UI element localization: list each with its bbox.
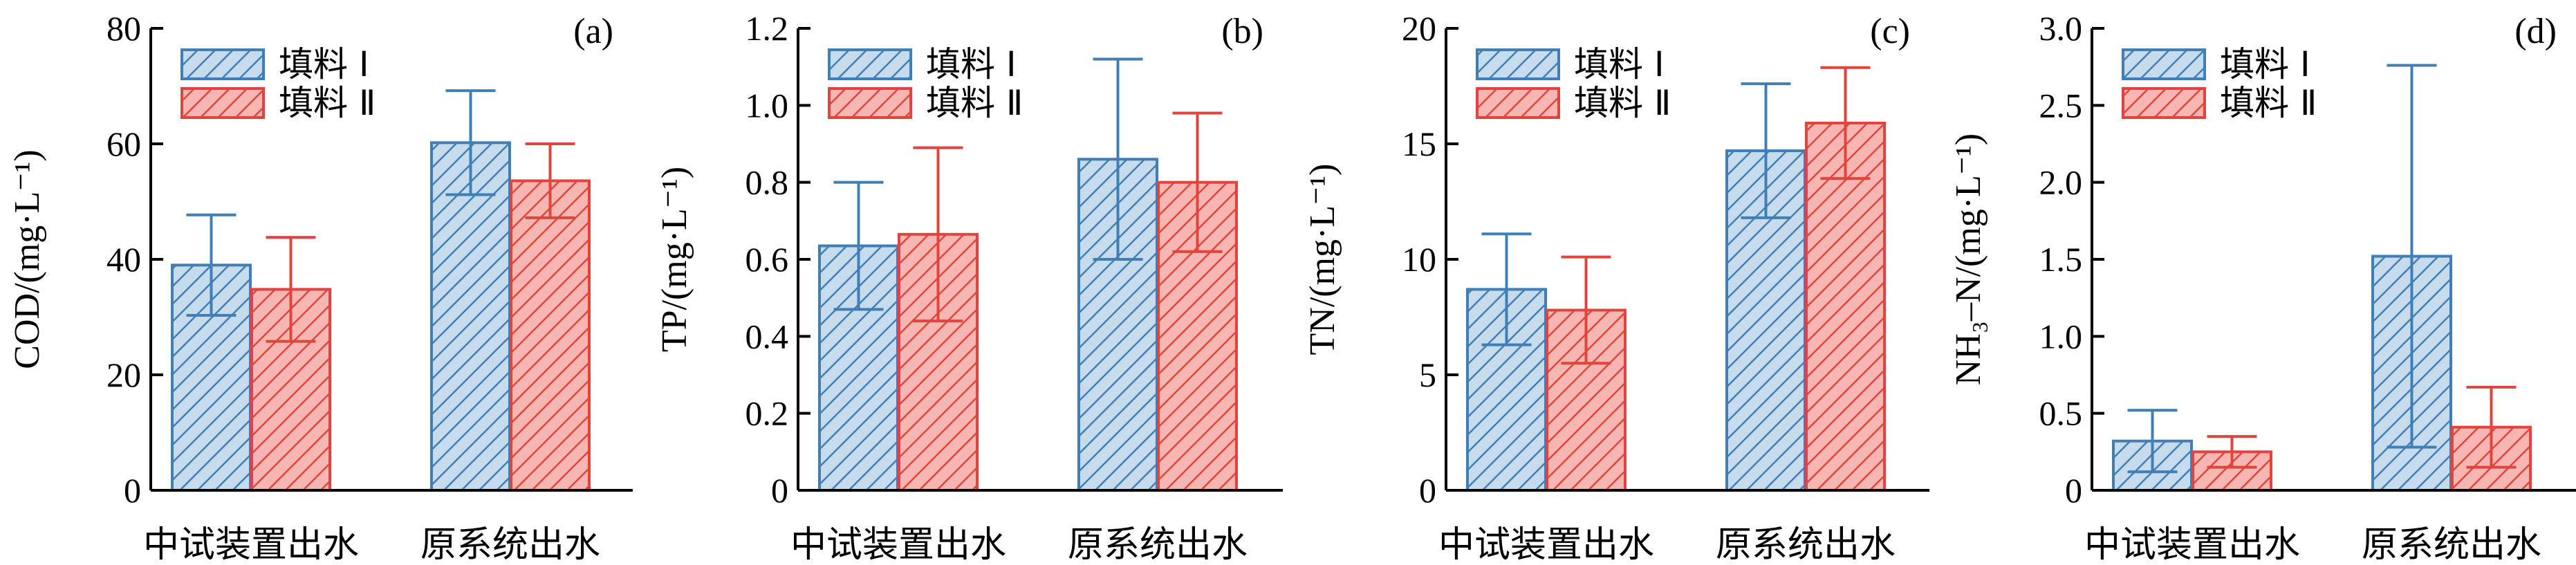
bar-2-2 xyxy=(510,179,591,492)
legend-swatch-1 xyxy=(2122,48,2206,80)
y-tick-label: 1.0 xyxy=(2039,317,2083,355)
y-tick-label: 0 xyxy=(124,471,141,510)
y-tick-label: 60 xyxy=(106,124,141,163)
legend-swatch-1 xyxy=(828,48,912,80)
bar-2-2 xyxy=(1157,180,1238,492)
y-tick-label: 3.0 xyxy=(2039,9,2083,48)
bar-2-2 xyxy=(1805,121,1886,492)
category-label: 中试装置出水 xyxy=(143,524,359,565)
legend-swatch-1 xyxy=(1476,48,1560,80)
chart-panel-4: 0 0.5 1.0 1.5 2.0 2.5 3.0 中试装置出水 原系统出水 NH₃–N/(mg·… xyxy=(1949,9,2576,565)
legend-label-1: 填料 Ⅰ xyxy=(1574,44,1665,84)
y-tick-label: 15 xyxy=(1402,124,1436,163)
y-tick-label: 0 xyxy=(2065,471,2082,510)
category-label: 中试装置出水 xyxy=(1438,524,1654,565)
category-label: 原系统出水 xyxy=(1068,524,1248,565)
y-axis-label: TP/(mg·L⁻¹) xyxy=(655,167,694,352)
y-tick-label: 20 xyxy=(106,355,141,394)
y-tick-label: 0.8 xyxy=(745,163,789,202)
legend-label-1: 填料 Ⅰ xyxy=(2220,44,2310,84)
y-tick-label: 0.6 xyxy=(745,240,789,279)
legend-swatch-2 xyxy=(1476,87,1560,119)
category-label: 中试装置出水 xyxy=(2084,524,2300,565)
y-tick-label: 0.5 xyxy=(2039,394,2083,433)
y-tick-label: 80 xyxy=(106,9,141,48)
y-tick-label: 1.2 xyxy=(745,9,789,48)
y-axis-label: COD/(mg·L⁻¹) xyxy=(8,149,47,369)
panel-label: (a) xyxy=(573,12,613,51)
y-tick-label: 0 xyxy=(771,471,788,510)
category-label: 原系统出水 xyxy=(2362,524,2541,565)
y-tick-label: 1.5 xyxy=(2039,240,2083,279)
legend-label-2: 填料 Ⅱ xyxy=(926,83,1023,123)
y-axis-label: TN/(mg·L⁻¹) xyxy=(1303,164,1342,355)
chart-panel-2: 0 0.2 0.4 0.6 0.8 1.0 1.2 中试装置出水 原系统出水 TP/(mg·L⁻¹… xyxy=(655,9,1283,565)
y-tick-label: 2.0 xyxy=(2039,163,2083,202)
panel-label: (d) xyxy=(2514,12,2557,51)
y-tick-label: 2.5 xyxy=(2039,86,2083,124)
legend-swatch-2 xyxy=(180,87,265,119)
legend-label-1: 填料 Ⅰ xyxy=(926,44,1017,84)
legend-label-1: 填料 Ⅰ xyxy=(279,44,369,84)
legend-label-2: 填料 Ⅱ xyxy=(279,83,376,123)
chart-panel-3: 0 5 10 15 20 中试装置出水 原系统出水 TN/(mg·L⁻¹) (c) 填料 Ⅰ填料 … xyxy=(1303,9,1929,565)
y-axis-label: NH₃–N/(mg·L⁻¹) xyxy=(1949,133,1988,385)
panel-label: (c) xyxy=(1870,12,1910,51)
y-tick-label: 40 xyxy=(106,240,141,279)
y-tick-label: 10 xyxy=(1402,240,1436,279)
legend-label-2: 填料 Ⅱ xyxy=(1574,83,1671,123)
category-label: 原系统出水 xyxy=(1716,524,1896,565)
y-tick-label: 1.0 xyxy=(745,86,789,124)
category-label: 中试装置出水 xyxy=(790,524,1006,565)
legend-label-2: 填料 Ⅱ xyxy=(2220,83,2317,123)
chart-panel-1: 0 20 40 60 80 中试装置出水 原系统出水 COD/(mg·L⁻¹) (a) 填料 Ⅰ填… xyxy=(8,9,633,565)
legend-swatch-2 xyxy=(2122,87,2206,119)
y-tick-label: 20 xyxy=(1402,9,1436,48)
category-label: 原系统出水 xyxy=(420,524,600,565)
y-tick-label: 0 xyxy=(1419,471,1436,510)
legend-swatch-1 xyxy=(180,48,265,80)
y-tick-label: 0.2 xyxy=(745,394,789,433)
y-tick-label: 0.4 xyxy=(745,317,789,355)
y-tick-label: 5 xyxy=(1419,355,1436,394)
legend-swatch-2 xyxy=(828,87,912,119)
panel-label: (b) xyxy=(1221,12,1263,51)
